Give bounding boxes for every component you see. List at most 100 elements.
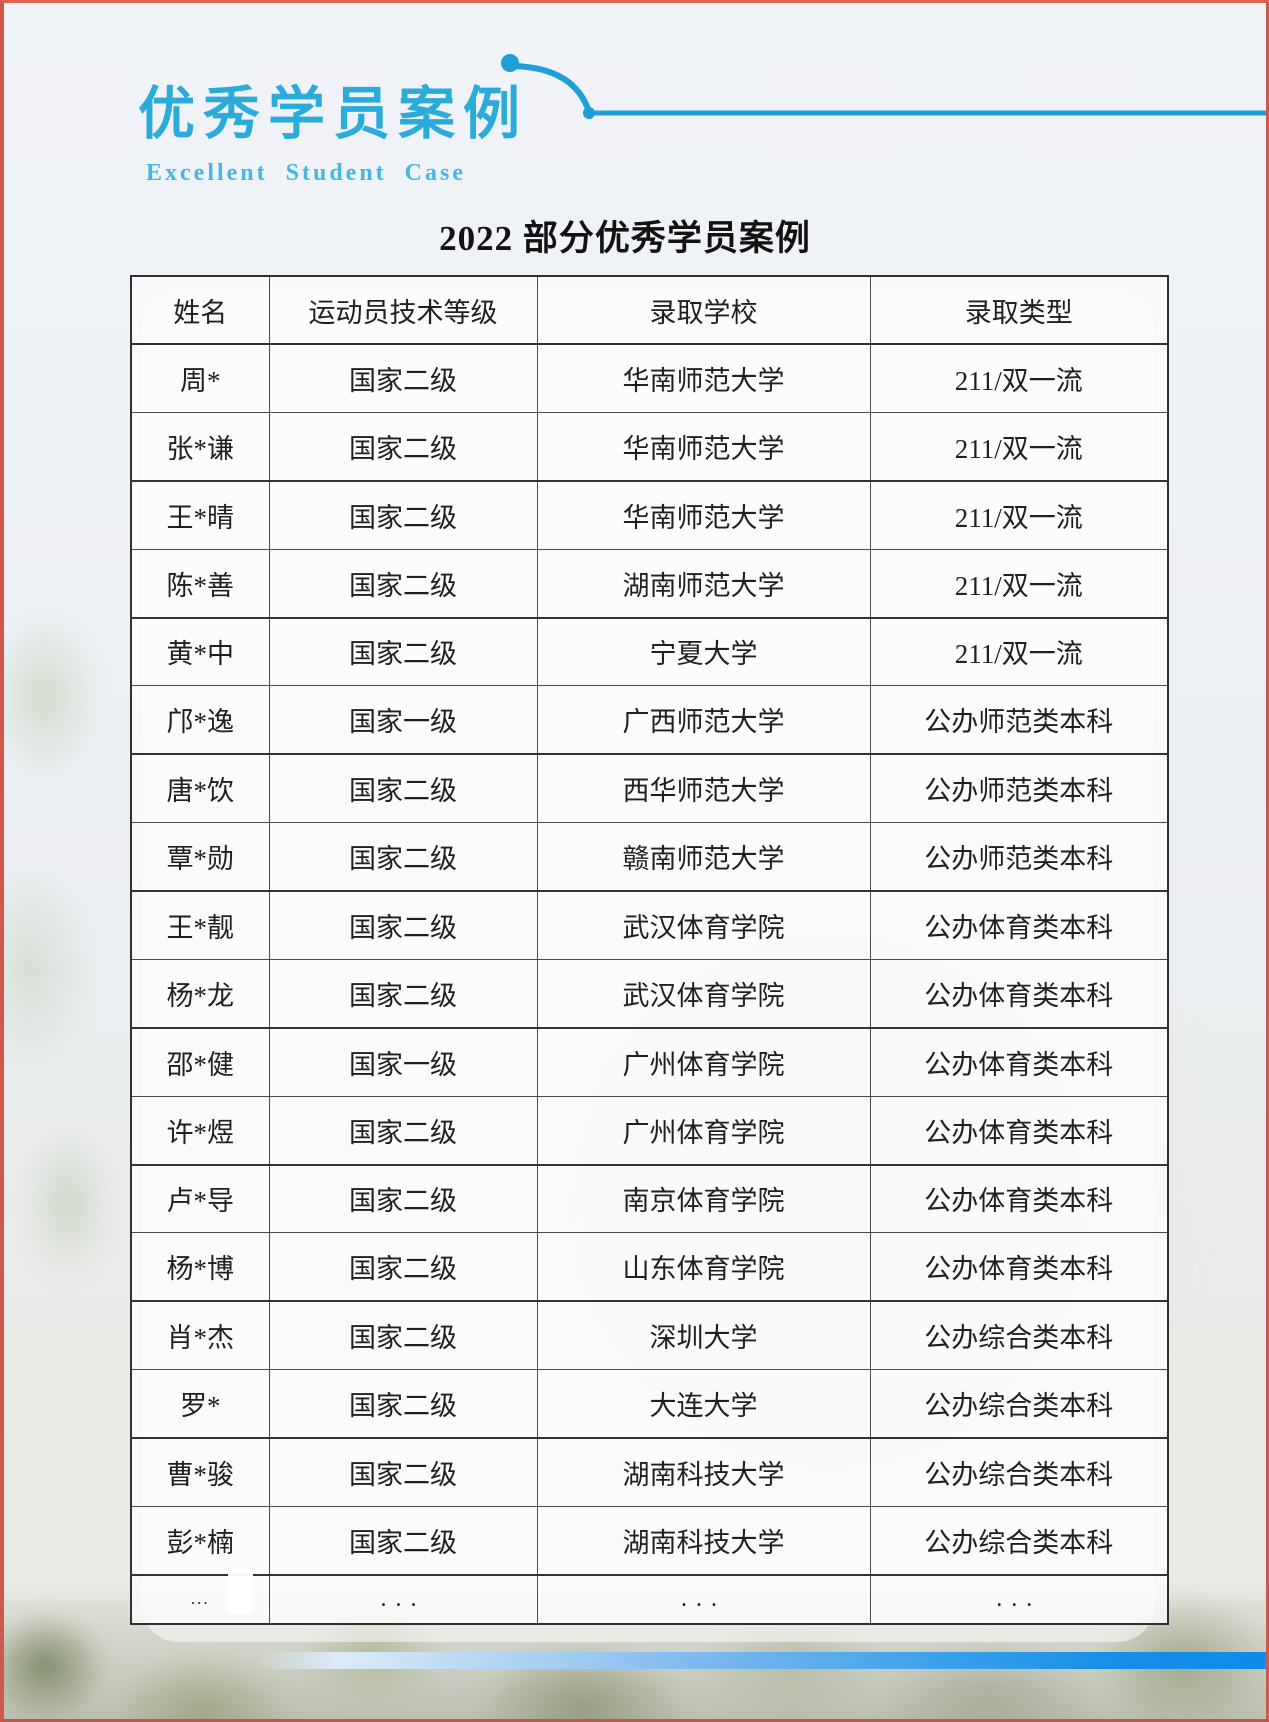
table-header: 姓名 运动员技术等级 录取学校 录取类型 <box>130 275 1169 345</box>
deco-dot-icon <box>501 54 519 72</box>
student-name-cell: 肖*杰 <box>130 1300 270 1371</box>
table-row: 王*晴 国家二级 华南师范大学 211/双一流 <box>130 479 1169 550</box>
student-name-cell: 王*靓 <box>130 889 270 960</box>
athlete-level-cell: 国家二级 <box>268 958 538 1029</box>
table-row: 覃*勋 国家二级 赣南师范大学 公办师范类本科 <box>130 822 1169 892</box>
admission-type-cell: 公办师范类本科 <box>869 685 1169 755</box>
table-row: 肖*杰 国家二级 深圳大学 公办综合类本科 <box>130 1300 1169 1371</box>
athlete-level-cell: 国家二级 <box>268 616 538 687</box>
student-name-cell: 覃*勋 <box>130 822 270 892</box>
page-subtitle: Excellent Student Case <box>146 160 466 186</box>
admission-type-cell: 211/双一流 <box>869 616 1169 687</box>
admission-type-cell: 211/双一流 <box>869 548 1169 619</box>
admission-type-cell: 公办综合类本科 <box>869 1505 1169 1576</box>
table-row: 卢*导 国家二级 南京体育学院 公办体育类本科 <box>130 1163 1169 1234</box>
table-row: 周* 国家二级 华南师范大学 211/双一流 <box>130 342 1169 413</box>
athlete-level-cell: 国家二级 <box>268 411 538 482</box>
admitted-school-cell: 湖南师范大学 <box>536 548 871 619</box>
admitted-school-cell: 大连大学 <box>536 1369 871 1439</box>
table-header-row: 姓名 运动员技术等级 录取学校 录取类型 <box>130 275 1169 345</box>
admitted-school-cell: 武汉体育学院 <box>536 958 871 1029</box>
athlete-level-cell: 国家二级 <box>268 342 538 413</box>
table-row: 许*煜 国家二级 广州体育学院 公办体育类本科 <box>130 1095 1169 1166</box>
student-name-cell: 周* <box>130 342 270 413</box>
admission-type-cell: 211/双一流 <box>869 411 1169 482</box>
admitted-school-cell: 华南师范大学 <box>536 342 871 413</box>
athlete-level-cell: 国家二级 <box>268 1436 538 1507</box>
header-school: 录取学校 <box>536 275 871 345</box>
bottom-gradient-bar <box>255 1652 1269 1669</box>
admission-type-cell: 公办综合类本科 <box>869 1300 1169 1371</box>
table-row: 张*谦 国家二级 华南师范大学 211/双一流 <box>130 411 1169 482</box>
admitted-school-cell: 华南师范大学 <box>536 411 871 482</box>
header-name: 姓名 <box>130 275 270 345</box>
admission-type-cell: 公办体育类本科 <box>869 958 1169 1029</box>
admitted-school-cell: 武汉体育学院 <box>536 889 871 960</box>
student-name-cell: 曹*骏 <box>130 1436 270 1507</box>
admission-type-cell: 211/双一流 <box>869 479 1169 550</box>
athlete-level-cell: 国家二级 <box>268 889 538 960</box>
table-row: 邝*逸 国家一级 广西师范大学 公办师范类本科 <box>130 685 1169 755</box>
student-name-cell: 杨*博 <box>130 1232 270 1302</box>
athlete-level-cell: 国家二级 <box>268 822 538 892</box>
athlete-level-cell: 国家二级 <box>268 1369 538 1439</box>
athlete-level-cell: 国家二级 <box>268 1163 538 1234</box>
athlete-level-cell: 国家二级 <box>268 753 538 824</box>
athlete-level-cell: 国家二级 <box>268 1300 538 1371</box>
athlete-level-cell: 国家二级 <box>268 1232 538 1302</box>
admission-type-cell: 公办体育类本科 <box>869 1232 1169 1302</box>
student-name-cell: 邵*健 <box>130 1026 270 1097</box>
deco-joint-icon <box>583 107 595 119</box>
table-row: 陈*善 国家二级 湖南师范大学 211/双一流 <box>130 548 1169 619</box>
student-name-cell: 唐*饮 <box>130 753 270 824</box>
admitted-school-cell: 华南师范大学 <box>536 479 871 550</box>
table-row: 黄*中 国家二级 宁夏大学 211/双一流 <box>130 616 1169 687</box>
admission-type-cell: 公办体育类本科 <box>869 889 1169 960</box>
admission-type-cell: 公办体育类本科 <box>869 1163 1169 1234</box>
table-row: 杨*博 国家二级 山东体育学院 公办体育类本科 <box>130 1232 1169 1302</box>
admission-type-cell: 公办综合类本科 <box>869 1369 1169 1439</box>
student-name-cell: 杨*龙 <box>130 958 270 1029</box>
student-name-cell: 卢*导 <box>130 1163 270 1234</box>
admitted-school-cell: ... <box>536 1573 871 1625</box>
student-name-cell: 陈*善 <box>130 548 270 619</box>
table-row: 罗* 国家二级 大连大学 公办综合类本科 <box>130 1369 1169 1439</box>
student-name-cell: 张*谦 <box>130 411 270 482</box>
admitted-school-cell: 宁夏大学 <box>536 616 871 687</box>
admitted-school-cell: 湖南科技大学 <box>536 1436 871 1507</box>
page-title: 优秀学员案例 <box>138 83 528 146</box>
admitted-school-cell: 山东体育学院 <box>536 1232 871 1302</box>
admission-type-cell: 公办综合类本科 <box>869 1436 1169 1507</box>
table-row: 王*靓 国家二级 武汉体育学院 公办体育类本科 <box>130 889 1169 960</box>
table-row: 彭*楠 国家二级 湖南科技大学 公办综合类本科 <box>130 1505 1169 1576</box>
table-title: 2022 部分优秀学员案例 <box>439 219 811 258</box>
table-row: ... ... ... ... <box>130 1573 1169 1625</box>
table-body: 周* 国家二级 华南师范大学 211/双一流 张*谦 国家二级 华南师范大学 2… <box>130 342 1169 1625</box>
admission-type-cell: 公办体育类本科 <box>869 1095 1169 1166</box>
athlete-level-cell: 国家二级 <box>268 479 538 550</box>
header-level: 运动员技术等级 <box>268 275 538 345</box>
admitted-school-cell: 广州体育学院 <box>536 1026 871 1097</box>
athlete-level-cell: ... <box>268 1573 538 1625</box>
athlete-level-cell: 国家一级 <box>268 1026 538 1097</box>
admitted-school-cell: 赣南师范大学 <box>536 822 871 892</box>
table-row: 唐*饮 国家二级 西华师范大学 公办师范类本科 <box>130 753 1169 824</box>
athlete-level-cell: 国家二级 <box>268 1095 538 1166</box>
table-row: 曹*骏 国家二级 湖南科技大学 公办综合类本科 <box>130 1436 1169 1507</box>
table-row: 邵*健 国家一级 广州体育学院 公办体育类本科 <box>130 1026 1169 1097</box>
admitted-school-cell: 广西师范大学 <box>536 685 871 755</box>
admission-type-cell: 公办师范类本科 <box>869 753 1169 824</box>
white-highlight-artifact <box>228 1568 253 1614</box>
athlete-level-cell: 国家二级 <box>268 1505 538 1576</box>
admitted-school-cell: 西华师范大学 <box>536 753 871 824</box>
admission-type-cell: 公办师范类本科 <box>869 822 1169 892</box>
admission-type-cell: ... <box>869 1573 1169 1625</box>
admitted-school-cell: 南京体育学院 <box>536 1163 871 1234</box>
athlete-level-cell: 国家一级 <box>268 685 538 755</box>
students-table: 姓名 运动员技术等级 录取学校 录取类型 周* 国家二级 华南师范大学 211/… <box>130 275 1169 1625</box>
admitted-school-cell: 广州体育学院 <box>536 1095 871 1166</box>
student-name-cell: 许*煜 <box>130 1095 270 1166</box>
student-name-cell: 罗* <box>130 1369 270 1439</box>
student-name-cell: 黄*中 <box>130 616 270 687</box>
